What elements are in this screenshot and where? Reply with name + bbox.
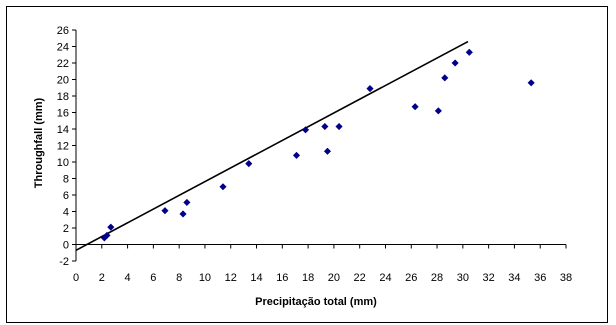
y-tick-label: 18	[57, 91, 69, 103]
data-point	[411, 103, 419, 111]
data-point	[321, 122, 329, 131]
y-tick-label: 6	[63, 190, 69, 202]
x-tick-label: 0	[73, 272, 79, 284]
y-tick-label: 22	[57, 58, 69, 70]
x-axis-title: Precipitação total (mm)	[255, 296, 377, 308]
x-tick-label: 14	[250, 272, 262, 284]
x-tick-label: 22	[354, 272, 366, 284]
y-tick-label: 2	[63, 223, 69, 235]
data-point	[107, 223, 115, 231]
y-axis-title: Throughfall (mm)	[33, 97, 45, 188]
data-point	[366, 84, 374, 93]
data-point	[465, 48, 473, 56]
data-point	[301, 126, 310, 134]
data-point	[451, 59, 459, 67]
y-tick-label: 10	[57, 157, 69, 169]
x-tick-label: 6	[150, 272, 156, 284]
y-tick-label: 12	[57, 141, 69, 153]
y-tick-label: -2	[59, 256, 69, 268]
reference-line	[75, 40, 469, 251]
data-point	[527, 79, 535, 87]
x-tick-label: 38	[560, 272, 572, 284]
x-tick-label: 24	[379, 272, 391, 284]
data-point	[441, 74, 449, 82]
y-tick-label: 24	[57, 42, 69, 54]
data-point	[335, 122, 343, 131]
y-tick-label: 8	[63, 174, 69, 186]
y-tick-label: 0	[63, 240, 69, 252]
x-tick-label: 20	[328, 272, 340, 284]
x-tick-label: 2	[99, 272, 105, 284]
data-point	[161, 207, 169, 215]
y-tick-label: 4	[63, 207, 69, 219]
x-tick-label: 30	[457, 272, 469, 284]
x-tick-label: 32	[483, 272, 495, 284]
x-tick-label: 10	[199, 272, 211, 284]
x-tick-label: 34	[508, 272, 520, 284]
x-tick-label: 18	[302, 272, 314, 284]
x-tick-label: 12	[225, 272, 237, 284]
data-point	[103, 231, 111, 240]
chart-frame	[6, 6, 608, 323]
data-point	[245, 159, 253, 168]
reference-line-layer	[75, 40, 469, 251]
x-tick-label: 4	[125, 272, 131, 284]
x-tick-label: 16	[276, 272, 288, 284]
data-point	[179, 210, 187, 218]
data-point	[219, 183, 227, 191]
x-tick-label: 28	[431, 272, 443, 284]
data-point	[434, 107, 442, 115]
x-tick-label: 8	[176, 272, 182, 284]
y-tick-label: 16	[57, 108, 69, 120]
x-tick-label: 36	[534, 272, 546, 284]
y-tick-label: 20	[57, 75, 69, 87]
data-point	[183, 198, 191, 207]
data-point	[292, 151, 301, 160]
y-tick-label: 14	[57, 124, 69, 136]
data-points	[100, 48, 535, 242]
data-point	[323, 147, 332, 155]
x-tick-label: 26	[405, 272, 417, 284]
y-tick-label: 26	[57, 25, 69, 37]
